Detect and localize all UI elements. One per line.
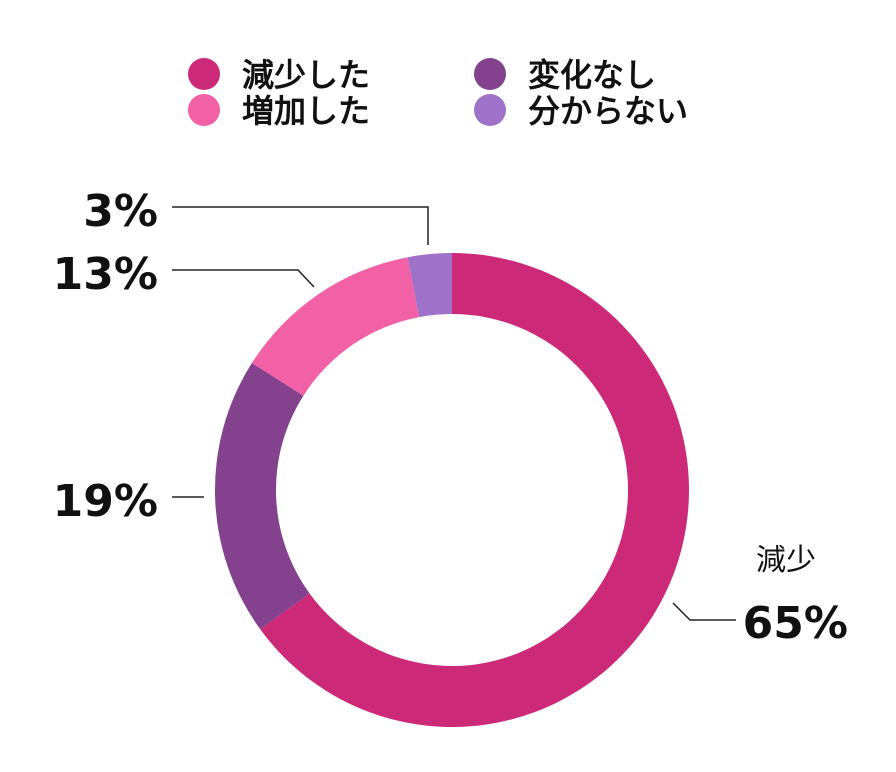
donut-slices <box>214 253 689 727</box>
value-labels: 3% 13% 19% 減少 65% <box>53 186 848 649</box>
value-label-increased: 13% <box>53 249 158 300</box>
slice-no-change <box>214 363 310 630</box>
legend-entry-decreased: 減少した <box>188 56 370 94</box>
value-label-no-change: 19% <box>53 476 158 527</box>
slice-unknown <box>407 253 452 318</box>
legend-label-increased: 増加した <box>242 92 370 130</box>
slice-increased <box>251 257 420 396</box>
legend-entry-increased: 増加した <box>188 92 370 130</box>
legend-swatch-decreased <box>188 58 220 90</box>
leader-lines <box>172 206 736 621</box>
legend-label-no-change: 変化なし <box>528 56 656 94</box>
leader-line-unknown <box>172 206 429 245</box>
leader-line-increased <box>172 269 315 288</box>
legend-label-unknown: 分からない <box>528 92 688 130</box>
legend-swatch-unknown <box>474 94 506 126</box>
category-label-decreased: 減少 <box>756 543 816 578</box>
legend-swatch-no-change <box>474 58 506 90</box>
legend-entry-no-change: 変化なし <box>474 56 656 94</box>
leader-line-decreased <box>672 602 736 621</box>
legend-label-decreased: 減少した <box>242 56 370 94</box>
value-label-decreased: 65% <box>743 598 848 649</box>
legend: 減少した 変化なし 増加した 分からない <box>188 56 688 130</box>
value-label-unknown: 3% <box>83 186 158 237</box>
legend-swatch-increased <box>188 94 220 126</box>
legend-entry-unknown: 分からない <box>474 92 688 130</box>
